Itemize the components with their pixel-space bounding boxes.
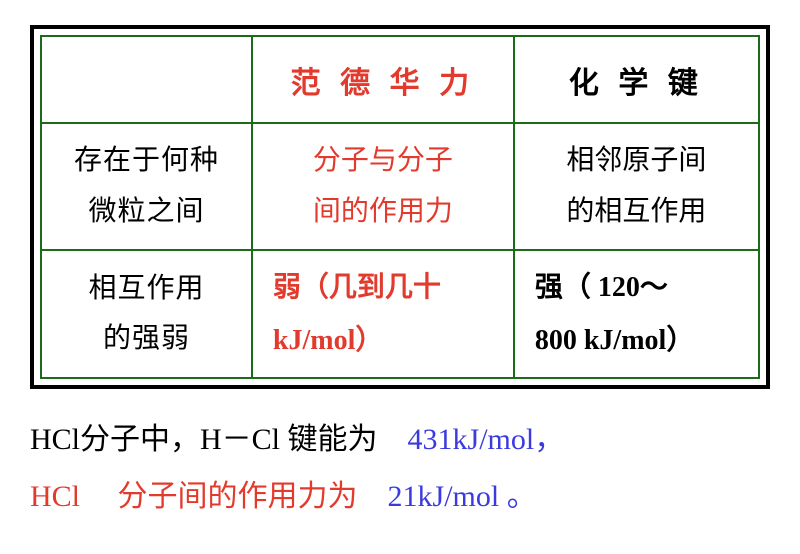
header-cell-bond: 化 学 键 <box>514 36 759 123</box>
slide-container: 范 德 华 力 化 学 键 存在于何种 微粒之间 分子与分子 间的作用力 相邻原… <box>0 0 800 525</box>
footnote-part2b: 分子间的作用力为 <box>118 480 358 513</box>
footnote-line2: HCl 分子间的作用力为 21kJ/mol 。 <box>30 468 770 525</box>
table-row-existence: 存在于何种 微粒之间 分子与分子 间的作用力 相邻原子间 的相互作用 <box>41 123 759 250</box>
row1-col3-line1: 相邻原子间 <box>566 145 706 176</box>
footnote-part2a: HCl <box>30 480 80 513</box>
header-cell-vdw: 范 德 华 力 <box>252 36 514 123</box>
table-row-strength: 相互作用 的强弱 弱（几到几十 kJ/mol） 强（ 120～ 800 kJ/m… <box>41 250 759 378</box>
table-outer-border: 范 德 华 力 化 学 键 存在于何种 微粒之间 分子与分子 间的作用力 相邻原… <box>30 25 770 389</box>
footnote-val1: 431kJ/mol， <box>408 423 565 456</box>
row2-col2: 弱（几到几十 kJ/mol） <box>252 250 514 378</box>
row1-col3: 相邻原子间 的相互作用 <box>514 123 759 250</box>
footnote-part1: HCl分子中，H－Cl 键能为 <box>30 423 378 456</box>
table-header-row: 范 德 华 力 化 学 键 <box>41 36 759 123</box>
row2-col3: 强（ 120～ 800 kJ/mol） <box>514 250 759 378</box>
row1-col2-line1: 分子与分子 <box>313 145 453 176</box>
row2-col3-line1: 强（ 120～ <box>535 272 668 303</box>
row2-col2-line1: 弱（几到几十 <box>273 272 441 303</box>
row2-label-line2: 的强弱 <box>103 323 190 354</box>
row2-label: 相互作用 的强弱 <box>41 250 252 378</box>
footnote-text: HCl分子中，H－Cl 键能为 431kJ/mol， HCl 分子间的作用力为 … <box>30 411 770 525</box>
row2-label-line1: 相互作用 <box>88 273 204 304</box>
row1-col2-line2: 间的作用力 <box>313 196 453 227</box>
row1-label-line2: 微粒之间 <box>88 196 204 227</box>
row1-col2: 分子与分子 间的作用力 <box>252 123 514 250</box>
row1-col3-line2: 的相互作用 <box>566 196 706 227</box>
footnote-val2: 21kJ/mol 。 <box>388 480 537 513</box>
row2-col2-line2: kJ/mol） <box>273 325 383 356</box>
row2-col3-line2: 800 kJ/mol） <box>535 325 694 356</box>
row1-label-line1: 存在于何种 <box>74 145 219 176</box>
footnote-line1: HCl分子中，H－Cl 键能为 431kJ/mol， <box>30 411 770 468</box>
row1-label: 存在于何种 微粒之间 <box>41 123 252 250</box>
header-cell-empty <box>41 36 252 123</box>
comparison-table: 范 德 华 力 化 学 键 存在于何种 微粒之间 分子与分子 间的作用力 相邻原… <box>40 35 760 379</box>
